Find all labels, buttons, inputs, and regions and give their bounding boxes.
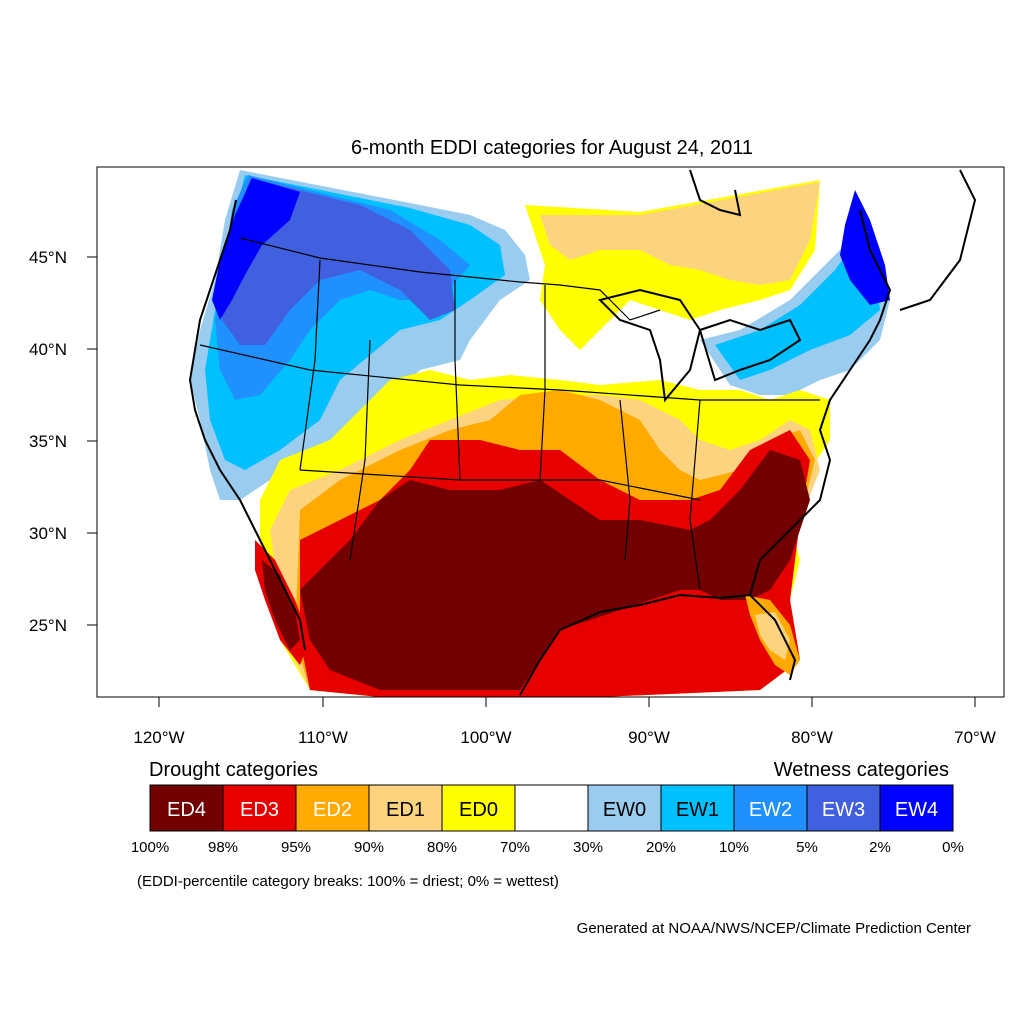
legend-label-ed1: ED1 [386, 799, 425, 821]
lon-labels: 120°W 110°W 100°W 90°W 80°W 70°W [133, 728, 995, 747]
lat-label-45n: 45°N [29, 248, 67, 267]
lon-label-70w: 70°W [954, 728, 996, 747]
legend-break-label: 0% [942, 839, 964, 856]
legend-box-ed4 [149, 784, 224, 832]
lat-labels: 45°N 40°N 35°N 30°N 25°N [29, 248, 67, 635]
north-dry-ed1 [540, 182, 820, 285]
legend-break-label: 80% [427, 839, 457, 856]
legend-break-label: 70% [500, 839, 530, 856]
legend-box-ew2 [733, 784, 808, 832]
lat-label-35n: 35°N [29, 432, 67, 451]
legend-box-ew3 [806, 784, 881, 832]
lat-label-25n: 25°N [29, 616, 67, 635]
lon-label-100w: 100°W [460, 728, 511, 747]
legend-break-label: 30% [573, 839, 603, 856]
legend-color-bar: ED4 ED3 ED2 ED1 ED0 EW0 EW1 EW2 EW3 EW4 [149, 784, 954, 832]
lon-ticks [158, 697, 976, 707]
legend-break-labels: 100% 98% 95% 90% 80% 70% 30% 20% 10% 5% 2% 0% [131, 839, 964, 856]
legend-label-ew2: EW2 [749, 799, 792, 821]
florida-ed1 [755, 612, 790, 660]
wet-region-ew4 [212, 178, 300, 320]
lat-label-30n: 30°N [29, 524, 67, 543]
central-dry-ed4 [300, 450, 810, 690]
legend-box-ed1 [368, 784, 443, 832]
wetness-heading: Wetness categories [774, 759, 949, 781]
legend-label-ew3: EW3 [822, 799, 865, 821]
legend-label-ed2: ED2 [313, 799, 352, 821]
ne-wet-ew1 [715, 235, 880, 380]
credit-text: Generated at NOAA/NWS/NCEP/Climate Predi… [577, 920, 971, 937]
drought-heading: Drought categories [149, 759, 318, 781]
legend-break-label: 5% [796, 839, 818, 856]
ne-wet-ew4 [840, 190, 890, 305]
legend-label-ew4: EW4 [895, 799, 938, 821]
boundaries [188, 169, 977, 696]
legend-label-ew0: EW0 [603, 799, 646, 821]
legend-box-ed2 [295, 784, 370, 832]
legend-label-ed0: ED0 [459, 799, 498, 821]
lat-ticks [87, 256, 97, 626]
map-frame [96, 166, 1005, 698]
legend-break-label: 10% [719, 839, 749, 856]
legend-break-label: 90% [354, 839, 384, 856]
legend-break-label: 100% [131, 839, 169, 856]
lon-label-90w: 90°W [628, 728, 670, 747]
legend-box-ew0 [587, 784, 662, 832]
legend-box-neutral [514, 784, 589, 832]
legend-break-label: 2% [869, 839, 891, 856]
legend-label-ed3: ED3 [240, 799, 279, 821]
baja-ed4 [262, 560, 300, 650]
lat-label-40n: 40°N [29, 340, 67, 359]
legend-break-label: 95% [281, 839, 311, 856]
map-title: 6-month EDDI categories for August 24, 2… [351, 137, 753, 159]
legend-box-ew4 [879, 784, 954, 832]
lon-label-120w: 120°W [133, 728, 184, 747]
legend-note: (EDDI-percentile category breaks: 100% =… [137, 873, 559, 890]
map-area [97, 167, 1004, 697]
legend-label-ew1: EW1 [676, 799, 719, 821]
legend-break-label: 20% [646, 839, 676, 856]
legend-box-ed3 [222, 784, 297, 832]
legend-label-ed4: ED4 [167, 799, 206, 821]
lon-label-80w: 80°W [791, 728, 833, 747]
lon-label-110w: 110°W [298, 728, 348, 747]
legend-break-label: 98% [208, 839, 238, 856]
legend-box-ed0 [441, 784, 516, 832]
